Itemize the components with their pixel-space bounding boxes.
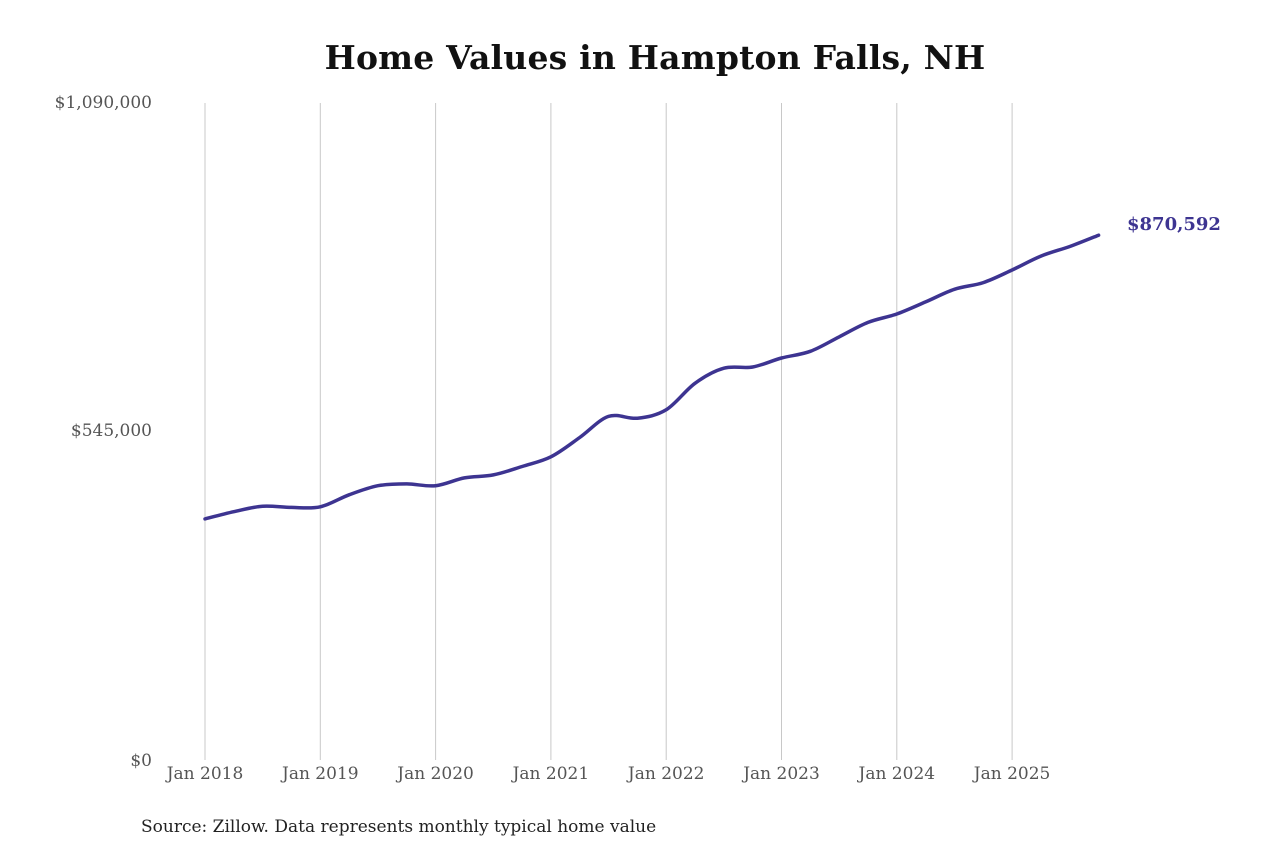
home-value-line bbox=[203, 233, 1101, 521]
x-tick-label: Jan 2023 bbox=[743, 764, 820, 784]
y-tick-mid: $545,000 bbox=[70, 421, 152, 441]
y-tick-top: $1,090,000 bbox=[54, 93, 152, 113]
vertical-gridlines bbox=[204, 103, 1013, 760]
x-tick-label: Jan 2022 bbox=[627, 764, 705, 784]
x-tick-label: Jan 2019 bbox=[282, 764, 359, 784]
x-tick-label: Jan 2018 bbox=[166, 764, 244, 784]
y-tick-zero: $0 bbox=[130, 751, 152, 771]
x-tick-label: Jan 2024 bbox=[858, 764, 936, 784]
end-value-label: $870,592 bbox=[1127, 214, 1221, 235]
x-tick-label: Jan 2021 bbox=[512, 764, 590, 784]
source-note: Source: Zillow. Data represents monthly … bbox=[141, 817, 657, 837]
x-tick-label: Jan 2025 bbox=[973, 764, 1051, 784]
chart-title: Home Values in Hampton Falls, NH bbox=[324, 38, 986, 77]
x-tick-label: Jan 2020 bbox=[397, 764, 474, 784]
